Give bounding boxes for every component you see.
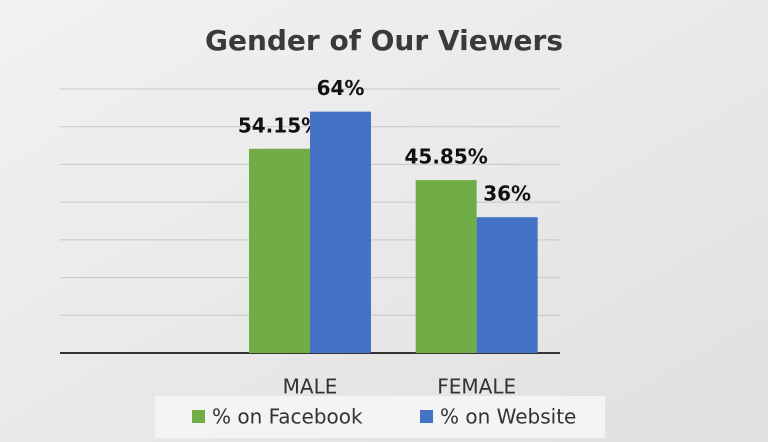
legend-swatch: [192, 410, 205, 423]
bar: [249, 148, 310, 353]
data-label: 36%: [483, 182, 531, 206]
data-label: 54.15%: [238, 113, 321, 137]
legend-swatch: [420, 410, 433, 423]
chart-title: Gender of Our Viewers: [205, 24, 563, 57]
legend-box: [155, 396, 605, 438]
legend-label: % on Website: [440, 405, 576, 429]
bar: [310, 111, 371, 353]
bar: [415, 180, 477, 353]
legend-label: % on Facebook: [212, 405, 363, 429]
data-label: 64%: [317, 76, 365, 100]
data-label: 45.85%: [405, 145, 488, 169]
x-tick-label: FEMALE: [437, 375, 516, 399]
x-tick-label: MALE: [283, 375, 338, 399]
bar: [476, 217, 538, 353]
